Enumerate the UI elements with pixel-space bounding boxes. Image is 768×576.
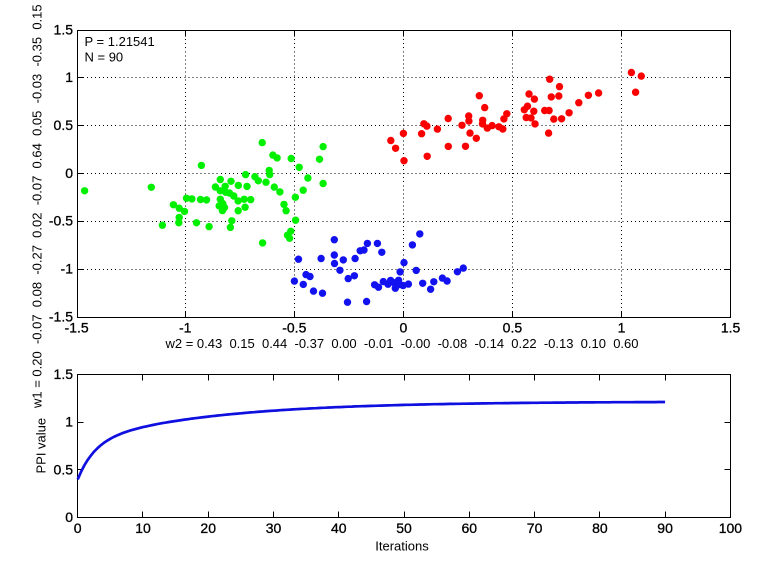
svg-text:70: 70 xyxy=(527,520,543,536)
svg-text:0: 0 xyxy=(74,520,82,536)
svg-text:10: 10 xyxy=(135,520,151,536)
svg-text:-1.5: -1.5 xyxy=(65,320,89,336)
svg-text:40: 40 xyxy=(331,520,347,536)
svg-text:1: 1 xyxy=(618,320,626,336)
svg-text:w2 = 0.43 0.15 0.44 -0.37: w2 = 0.43 0.15 0.44 -0.37 0.00 -0.01 -0.… xyxy=(164,336,638,351)
svg-text:1.5: 1.5 xyxy=(721,320,741,336)
svg-text:0: 0 xyxy=(400,320,408,336)
svg-text:0.5: 0.5 xyxy=(54,117,74,133)
svg-text:0.5: 0.5 xyxy=(54,461,74,477)
svg-text:20: 20 xyxy=(200,520,216,536)
svg-text:0: 0 xyxy=(65,165,73,181)
svg-text:PPI value: PPI value xyxy=(33,418,48,474)
svg-text:100: 100 xyxy=(719,520,743,536)
svg-text:50: 50 xyxy=(396,520,412,536)
svg-text:-1: -1 xyxy=(179,320,192,336)
svg-text:60: 60 xyxy=(462,520,478,536)
svg-text:1: 1 xyxy=(65,69,73,85)
svg-text:90: 90 xyxy=(657,520,673,536)
svg-text:30: 30 xyxy=(266,520,282,536)
svg-text:Iterations: Iterations xyxy=(375,539,429,554)
svg-text:1.5: 1.5 xyxy=(54,366,74,382)
svg-text:-0.5: -0.5 xyxy=(282,320,306,336)
svg-text:80: 80 xyxy=(592,520,608,536)
svg-text:P = 1.21541: P = 1.21541 xyxy=(85,34,155,49)
svg-text:-0.5: -0.5 xyxy=(49,213,73,229)
svg-text:1.5: 1.5 xyxy=(54,21,74,37)
svg-text:w1 = 0.20 -0.07 0.08 -0.27: w1 = 0.20 -0.07 0.08 -0.27 0.02 -0.07 0.… xyxy=(30,4,45,409)
svg-text:0.5: 0.5 xyxy=(503,320,523,336)
svg-text:-1.5: -1.5 xyxy=(49,308,73,324)
svg-text:-1: -1 xyxy=(61,261,74,277)
svg-text:1: 1 xyxy=(65,414,73,430)
svg-text:0: 0 xyxy=(65,509,73,525)
svg-text:N = 90: N = 90 xyxy=(85,50,124,65)
